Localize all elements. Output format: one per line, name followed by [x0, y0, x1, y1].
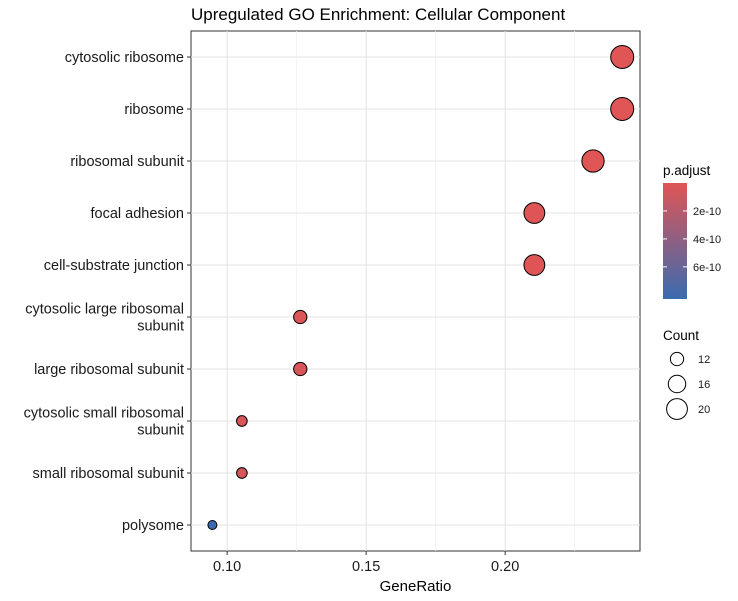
- y-tick-label: ribosomal subunit: [70, 154, 184, 170]
- data-point: [293, 309, 308, 325]
- data-points: [207, 45, 635, 530]
- y-tick-label: focal adhesion: [90, 206, 184, 222]
- data-point: [207, 520, 218, 530]
- data-point: [610, 45, 635, 69]
- color-legend-bar: [663, 183, 687, 299]
- size-legend-label: 16: [698, 379, 710, 391]
- size-legend-label: 20: [698, 404, 710, 416]
- y-tick-label: ribosome: [124, 102, 184, 118]
- color-legend-tick-label: 6e-10: [693, 262, 721, 274]
- y-tick-label: large ribosomal subunit: [34, 362, 184, 378]
- plot-panel: [190, 30, 641, 552]
- size-legend-circle: [667, 374, 687, 394]
- color-legend-tick-label: 4e-10: [693, 234, 721, 246]
- x-axis-ticks: 0.10 0.15 0.20: [213, 551, 519, 575]
- y-tick-label: cytosolic small ribosomal subunit: [24, 406, 184, 439]
- size-legend-circle: [666, 398, 688, 420]
- data-point: [581, 149, 605, 173]
- data-point: [523, 202, 546, 224]
- x-axis-title: GeneRatio: [380, 578, 452, 595]
- y-tick-label: cytosolic large ribosomal subunit: [25, 302, 184, 335]
- grid-lines: [191, 31, 640, 551]
- color-legend-tick-label: 2e-10: [693, 206, 721, 218]
- data-point: [610, 97, 635, 121]
- chart-title: Upregulated GO Enrichment: Cellular Comp…: [191, 5, 565, 24]
- x-tick-label: 0.20: [491, 559, 519, 575]
- color-legend-ticks: 2e-10 4e-10 6e-10: [663, 206, 721, 274]
- data-point: [523, 254, 546, 276]
- y-tick-label: cell-substrate junction: [44, 258, 184, 274]
- data-point: [236, 415, 248, 427]
- size-legend-title: Count: [663, 328, 699, 343]
- y-axis-labels: cytosolic ribosome ribosome ribosomal subu…: [24, 50, 191, 534]
- color-legend: p.adjust 2e-10 4e-10 6e-10: [663, 163, 721, 299]
- x-tick-label: 0.15: [352, 559, 380, 575]
- y-tick-label: cytosolic ribosome: [65, 50, 184, 66]
- size-legend: Count 12 16 20: [663, 328, 710, 420]
- color-legend-title: p.adjust: [663, 163, 711, 178]
- y-tick-label: small ribosomal subunit: [32, 466, 184, 482]
- data-point: [236, 467, 248, 479]
- size-legend-circle: [669, 351, 685, 367]
- size-legend-label: 12: [698, 354, 710, 366]
- y-tick-label: polysome: [122, 518, 184, 534]
- size-legend-items: 12 16 20: [666, 351, 710, 420]
- data-point: [293, 361, 308, 377]
- x-tick-label: 0.10: [213, 559, 241, 575]
